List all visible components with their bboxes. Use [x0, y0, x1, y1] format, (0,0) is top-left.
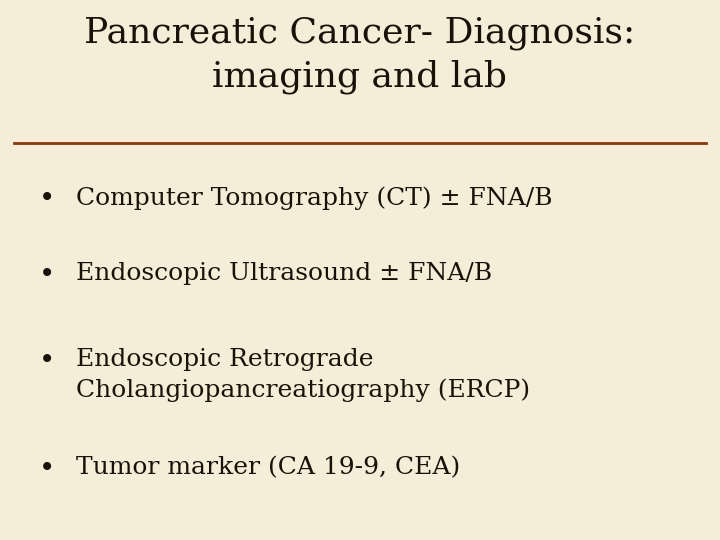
Text: Tumor marker (CA 19-9, CEA): Tumor marker (CA 19-9, CEA): [76, 456, 460, 480]
Text: •: •: [39, 348, 55, 375]
Text: •: •: [39, 186, 55, 213]
Text: •: •: [39, 262, 55, 289]
Text: Computer Tomography (CT) ± FNA/B: Computer Tomography (CT) ± FNA/B: [76, 186, 552, 210]
Text: Endoscopic Ultrasound ± FNA/B: Endoscopic Ultrasound ± FNA/B: [76, 262, 492, 285]
Text: •: •: [39, 456, 55, 483]
Text: Pancreatic Cancer- Diagnosis:
imaging and lab: Pancreatic Cancer- Diagnosis: imaging an…: [84, 16, 636, 94]
Text: Endoscopic Retrograde
Cholangiopancreatiography (ERCP): Endoscopic Retrograde Cholangiopancreati…: [76, 348, 530, 402]
